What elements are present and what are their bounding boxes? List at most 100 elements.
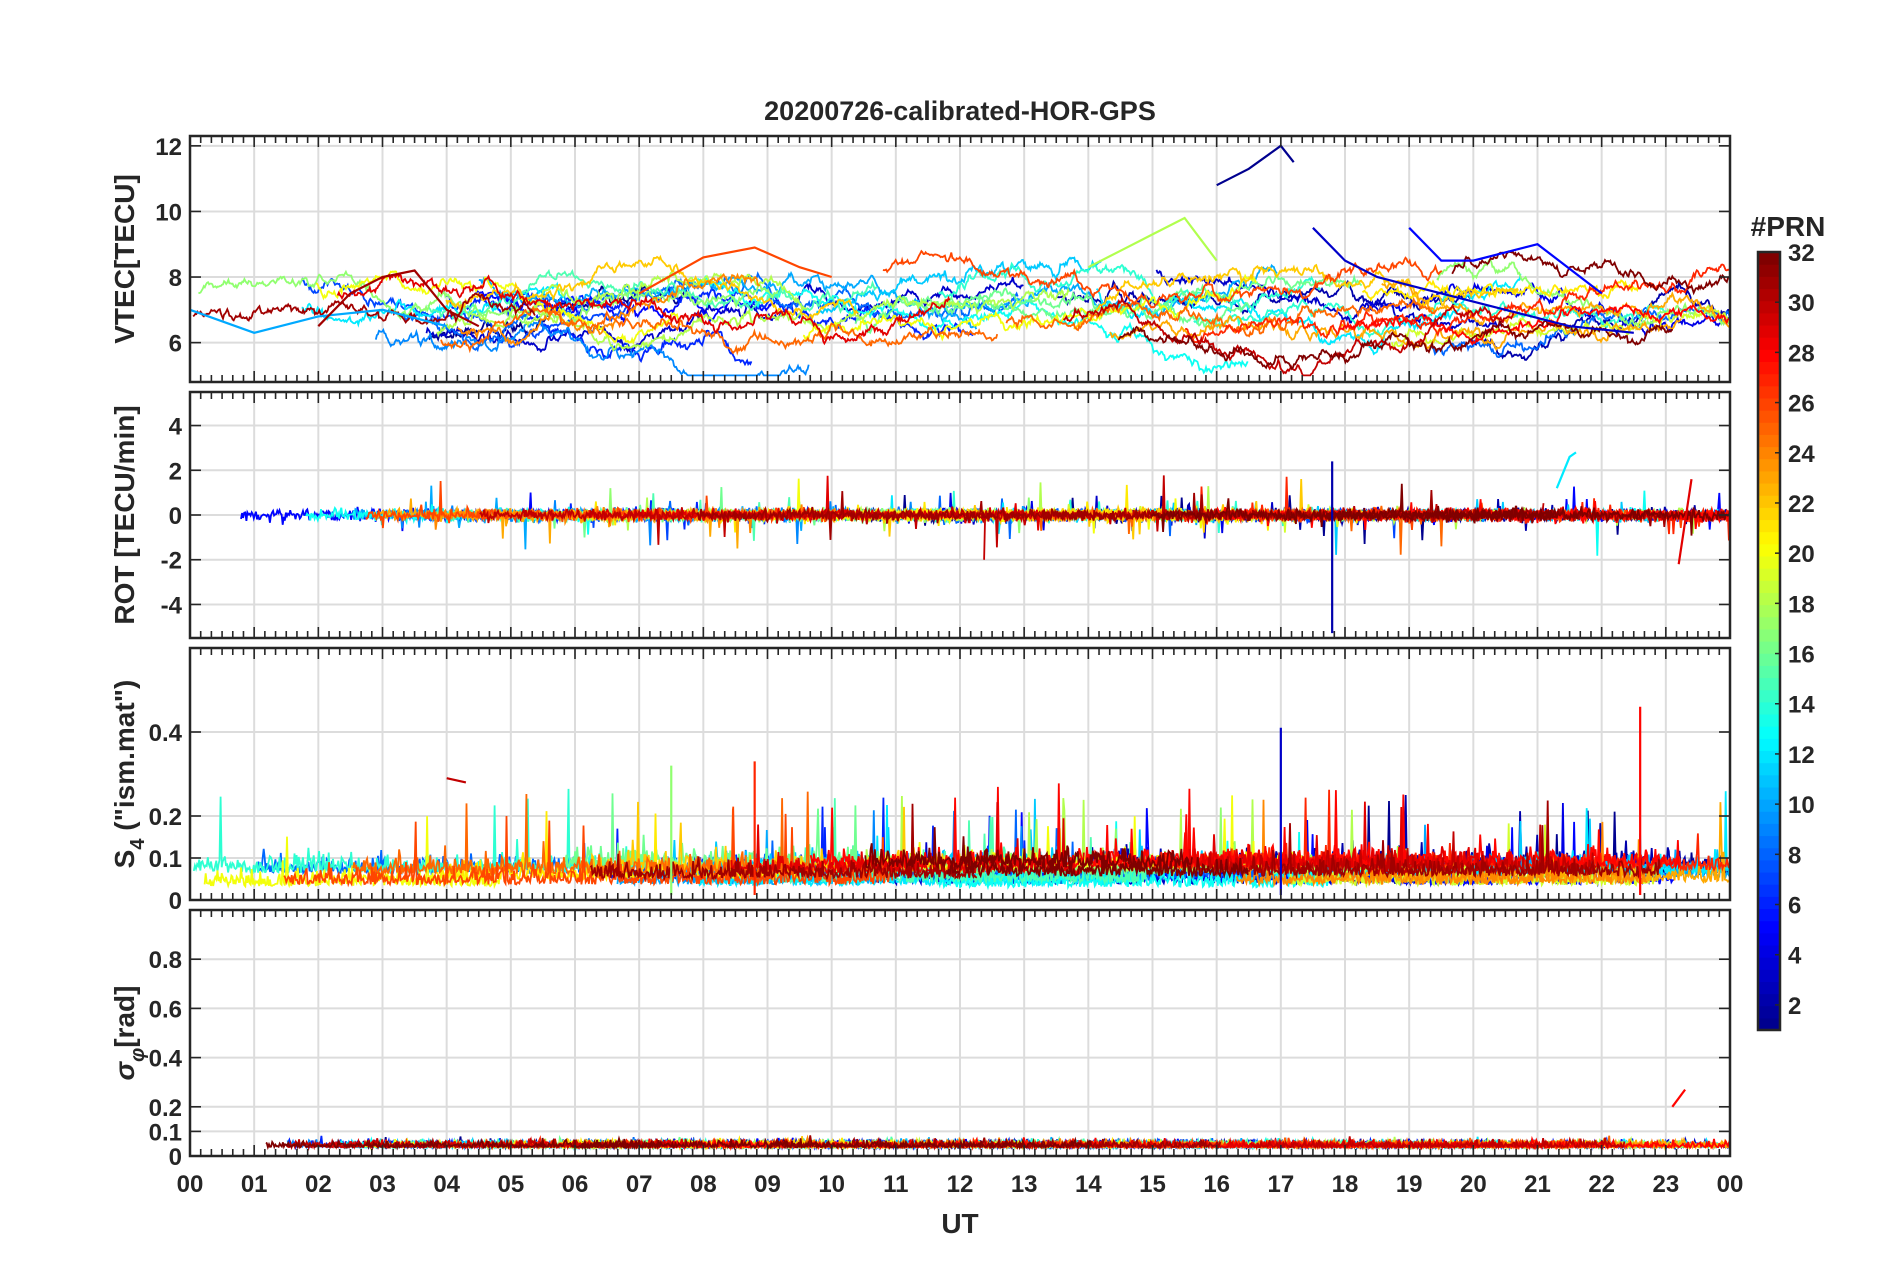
colorbar-swatch [1758,519,1780,533]
series-line-prn-17 [1436,258,1730,328]
series-line-prn-24 [457,272,760,347]
colorbar-swatch [1758,555,1780,569]
colorbar-swatch [1758,641,1780,654]
colorbar-swatch [1758,507,1780,521]
x-tick-label: 08 [690,1171,717,1198]
summary-trace-prn-12 [1555,451,1577,489]
y-axis-label-main: S [109,850,140,869]
colorbar-swatch [1758,884,1780,897]
colorbar-swatch [1758,713,1780,727]
colorbar-tick-label: 14 [1788,692,1815,719]
colorbar-tick-label: 2 [1788,993,1801,1020]
series-line-prn-32 [1117,319,1673,371]
y-axis-label-rest: [rad] [109,986,140,1048]
colorbar-swatch [1758,701,1780,715]
colorbar-swatch [1758,312,1780,326]
x-tick-label: 00 [177,1171,204,1198]
y-axis-label-rot: ROT [TECU/min] [109,405,140,624]
series-s4 [192,706,1730,895]
summary-trace-prn-26 [638,246,833,295]
y-tick-label: 0.1 [149,846,182,873]
series-rot [240,451,1730,634]
summary-trace-prn-5 [1408,227,1603,295]
colorbar-swatch [1758,762,1780,776]
y-tick-label: 12 [155,134,182,161]
colorbar-swatch [1758,653,1780,666]
y-tick-label: 0.4 [149,720,183,747]
summary-trace-prn-28 [1671,1088,1686,1108]
y-tick-label: 2 [169,458,182,485]
series-line-prn-18 [610,482,1216,532]
x-tick-labels: 00 01 02 03 04 05 06 07 08 09 10 11 12 13 14 15 16 17 18 19… [177,1171,1744,1198]
colorbar-tick-label: 16 [1788,642,1815,669]
x-tick-label: 20 [1460,1171,1487,1198]
series-line-prn-21 [1361,279,1640,302]
colorbar-tick-label: 22 [1788,491,1815,518]
series-line-prn-30 [1250,1136,1626,1151]
x-tick-label: 19 [1396,1171,1423,1198]
colorbar-tick-label: 10 [1788,792,1815,819]
colorbar-swatch [1758,823,1780,837]
colorbar-swatch [1758,616,1780,630]
series-line-prn-23 [1109,314,1682,352]
colorbar-swatch [1758,252,1780,265]
series-line-prn-32 [580,1135,1093,1151]
colorbar-tick-label: 12 [1788,742,1815,769]
colorbar-swatch [1758,665,1780,679]
colorbar-swatch [1758,944,1780,958]
colorbar-swatch [1758,847,1780,861]
x-tick-label: 13 [1011,1171,1038,1198]
x-tick-label: 01 [241,1171,268,1198]
x-tick-label: 12 [947,1171,974,1198]
colorbar-swatch [1758,410,1780,423]
series-sigma_phi [265,1088,1730,1151]
series-line-prn-22 [1073,263,1519,330]
colorbar-swatch [1758,592,1780,606]
x-tick-label: 18 [1332,1171,1359,1198]
y-tick-label: 0.8 [149,947,182,974]
colorbar-swatch [1758,349,1780,363]
x-tick-label: 11 [883,1171,908,1198]
colorbar-swatch [1758,835,1780,849]
colorbar-swatch [1758,738,1780,752]
x-tick-label: 14 [1075,1171,1102,1198]
x-tick-label: 15 [1139,1171,1166,1198]
summary-trace-prn-1 [1216,144,1295,187]
y-axis-label-sub: φ [127,1048,149,1062]
colorbar-title: #PRN [1751,211,1826,242]
y-axis-label-sub: 4 [127,838,149,850]
series-line-prn-31 [696,491,1087,540]
colorbar-tick-label: 26 [1788,391,1815,418]
series-line-prn-27 [1184,263,1730,344]
y-axis-label-vtec: VTEC[TECU] [109,174,140,344]
series-line-prn-26 [882,249,1443,309]
x-tick-label: 03 [369,1171,396,1198]
series-line-prn-13 [696,275,1249,375]
colorbar-swatch [1758,300,1780,314]
series-line-prn-31 [1250,800,1661,880]
series-line-prn-29 [336,272,951,346]
colorbar-swatch [1758,786,1780,800]
colorbar-swatch [1758,871,1780,885]
summary-trace-prn-29 [1677,479,1693,565]
y-tick-label: 0 [169,1144,182,1171]
x-tick-label: 16 [1203,1171,1230,1198]
series-line-prn-12 [1095,273,1522,356]
y-axis-label-s4: S4 ("ism.mat") [109,680,149,869]
colorbar-swatch [1758,373,1780,387]
x-tick-label: 04 [433,1171,460,1198]
series-line-prn-16 [901,286,1251,331]
colorbar-swatch [1758,932,1780,946]
colorbar-tick-label: 28 [1788,340,1815,367]
series-line-prn-32 [265,1137,657,1151]
colorbar-swatch [1758,981,1780,995]
series-line-prn-31 [589,803,978,882]
colorbar-swatch [1758,859,1780,873]
series-line-prn-20 [203,816,501,890]
y-tick-label: 0.2 [149,804,182,831]
colorbar-swatch [1758,726,1780,739]
colorbar-swatch [1758,470,1780,484]
series-line-prn-6 [442,290,753,367]
